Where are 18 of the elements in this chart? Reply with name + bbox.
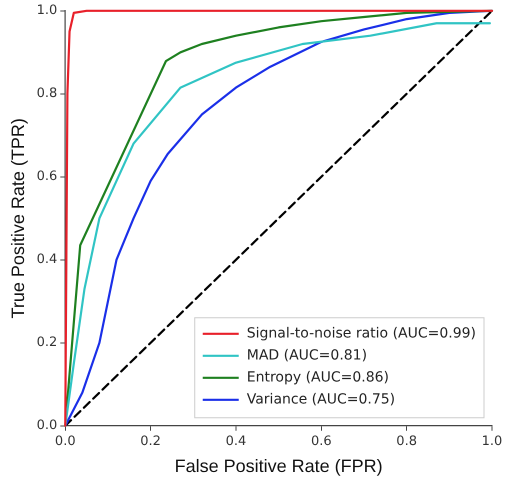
y-tick-label: 0.6 [36, 169, 58, 184]
legend-label: Variance (AUC=0.75) [246, 391, 396, 408]
y-tick-label: 1.0 [36, 3, 58, 18]
y-tick-label: 0.8 [36, 86, 58, 102]
x-tick-label: 0.2 [140, 434, 161, 449]
y-tick-label: 0.4 [36, 252, 58, 268]
x-tick-label: 0.6 [310, 434, 332, 449]
x-tick-label: 0.0 [54, 434, 76, 449]
x-tick-label: 0.8 [396, 434, 417, 449]
y-axis-title: True Positive Rate (TPR) [8, 118, 28, 318]
legend-label: Entropy (AUC=0.86) [246, 369, 390, 386]
x-tick-label: 1.0 [482, 434, 502, 449]
legend-label: MAD (AUC=0.81) [246, 347, 368, 364]
y-tick-label: 0.2 [36, 335, 58, 350]
x-axis-title: False Positive Rate (FPR) [174, 456, 383, 476]
y-tick-label: 0.0 [36, 418, 58, 434]
x-tick-label: 0.4 [226, 434, 246, 449]
legend-label: Signal-to-noise ratio (AUC=0.99) [246, 325, 476, 342]
